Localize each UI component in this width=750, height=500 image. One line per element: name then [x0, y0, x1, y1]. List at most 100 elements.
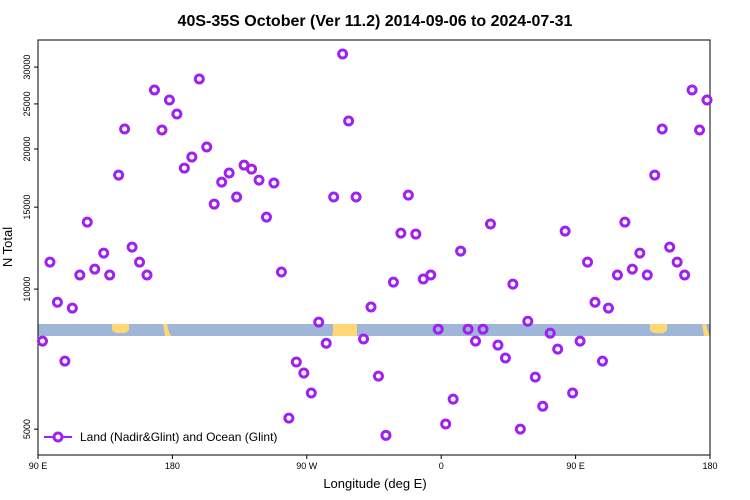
legend-label: Land (Nadir&Glint) and Ocean (Glint): [80, 430, 277, 444]
data-point: [134, 256, 146, 268]
x-tick-label: 90 W: [296, 461, 318, 471]
data-point: [358, 333, 370, 345]
data-point: [36, 335, 48, 347]
data-point: [514, 423, 526, 435]
data-point: [283, 412, 295, 424]
data-point: [641, 269, 653, 281]
data-point: [477, 323, 489, 335]
data-point: [223, 167, 235, 179]
data-point: [343, 115, 355, 127]
data-point: [193, 73, 205, 85]
data-point: [410, 228, 422, 240]
data-point: [178, 162, 190, 174]
data-point: [602, 302, 614, 314]
x-axis-label: Longitude (deg E): [323, 476, 426, 491]
data-point: [402, 189, 414, 201]
data-point: [671, 256, 683, 268]
data-point: [679, 269, 691, 281]
data-point: [701, 94, 713, 106]
map-strip: [38, 324, 710, 336]
data-point: [275, 266, 287, 278]
data-point: [656, 123, 668, 135]
x-tick-label: 90 E: [566, 461, 585, 471]
data-point: [484, 218, 496, 230]
y-tick-label: 25000: [22, 91, 32, 116]
data-point: [66, 302, 78, 314]
data-point: [320, 337, 332, 349]
x-tick-label: 90 E: [29, 461, 48, 471]
data-point: [81, 216, 93, 228]
data-point: [387, 276, 399, 288]
data-point: [582, 256, 594, 268]
data-point: [186, 151, 198, 163]
y-tick-label: 5000: [22, 419, 32, 439]
land-shape: [163, 324, 171, 336]
data-point: [492, 339, 504, 351]
data-point: [694, 124, 706, 136]
data-point: [328, 191, 340, 203]
data-point: [522, 315, 534, 327]
land-shape: [332, 324, 357, 336]
y-tick-label: 20000: [22, 136, 32, 161]
data-point: [126, 241, 138, 253]
data-point: [649, 169, 661, 181]
data-point: [216, 176, 228, 188]
data-point: [619, 216, 631, 228]
data-point: [462, 323, 474, 335]
data-point: [626, 263, 638, 275]
data-point: [74, 269, 86, 281]
data-point: [268, 177, 280, 189]
data-point: [559, 225, 571, 237]
x-tick-label: 180: [702, 461, 717, 471]
data-point: [313, 316, 325, 328]
data-point: [260, 211, 272, 223]
data-point: [455, 245, 467, 257]
data-point: [440, 418, 452, 430]
y-axis-label: N Total: [0, 227, 15, 267]
data-point: [544, 327, 556, 339]
y-tick-label: 30000: [22, 55, 32, 80]
data-point: [537, 400, 549, 412]
data-point: [253, 174, 265, 186]
data-point: [611, 269, 623, 281]
land-shape: [702, 324, 710, 336]
data-point: [51, 296, 63, 308]
legend-marker: [52, 431, 64, 443]
data-point: [686, 84, 698, 96]
data-point: [201, 141, 213, 153]
data-point: [290, 356, 302, 368]
data-point: [529, 371, 541, 383]
y-tick-label: 15000: [22, 195, 32, 220]
data-point: [425, 269, 437, 281]
data-point: [365, 301, 377, 313]
data-point: [148, 84, 160, 96]
data-point: [104, 269, 116, 281]
data-point: [567, 387, 579, 399]
data-point: [163, 94, 175, 106]
data-point: [470, 335, 482, 347]
ocean-strip: [38, 324, 710, 336]
land-shape: [112, 324, 129, 334]
data-point: [156, 124, 168, 136]
data-point: [507, 278, 519, 290]
data-point: [350, 191, 362, 203]
data-point: [447, 393, 459, 405]
x-tick-label: 0: [439, 461, 444, 471]
data-point: [298, 367, 310, 379]
data-point: [119, 123, 131, 135]
data-point: [596, 355, 608, 367]
data-point: [208, 198, 220, 210]
plot-frame: [37, 39, 711, 456]
data-point: [395, 227, 407, 239]
data-point: [589, 296, 601, 308]
data-point: [171, 108, 183, 120]
data-point: [380, 429, 392, 441]
data-point: [231, 191, 243, 203]
y-tick-label: 10000: [22, 277, 32, 302]
land-shape: [650, 324, 667, 334]
chart-title: 40S-35S October (Ver 11.2) 2014-09-06 to…: [178, 13, 573, 30]
data-point: [574, 335, 586, 347]
data-point: [113, 169, 125, 181]
